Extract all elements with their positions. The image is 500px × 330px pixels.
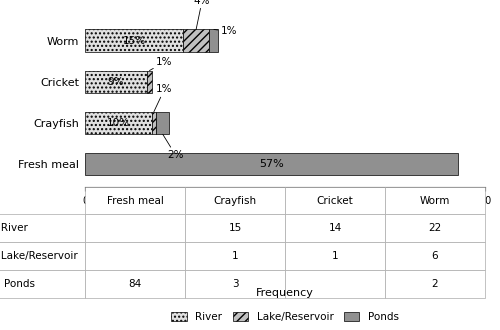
Bar bbox=[210, 29, 218, 52]
Text: 1%: 1% bbox=[214, 26, 237, 37]
Text: 2%: 2% bbox=[163, 134, 184, 160]
Text: 15%: 15% bbox=[122, 36, 146, 46]
Text: 1%: 1% bbox=[150, 57, 172, 71]
Bar bbox=[85, 71, 147, 93]
Legend: River, Lake/Reservoir, Ponds: River, Lake/Reservoir, Ponds bbox=[167, 308, 403, 326]
Text: 4%: 4% bbox=[194, 0, 210, 29]
Text: Frequency: Frequency bbox=[256, 288, 314, 298]
Bar bbox=[183, 29, 210, 52]
Bar bbox=[85, 29, 183, 52]
Bar bbox=[147, 71, 152, 93]
Bar bbox=[156, 112, 170, 134]
Bar bbox=[85, 153, 458, 176]
Bar bbox=[152, 112, 156, 134]
Text: 57%: 57% bbox=[260, 159, 284, 169]
Text: 10%: 10% bbox=[107, 118, 130, 128]
Text: 1%: 1% bbox=[154, 84, 172, 112]
Bar bbox=[85, 112, 152, 134]
Text: 9%: 9% bbox=[108, 77, 124, 87]
